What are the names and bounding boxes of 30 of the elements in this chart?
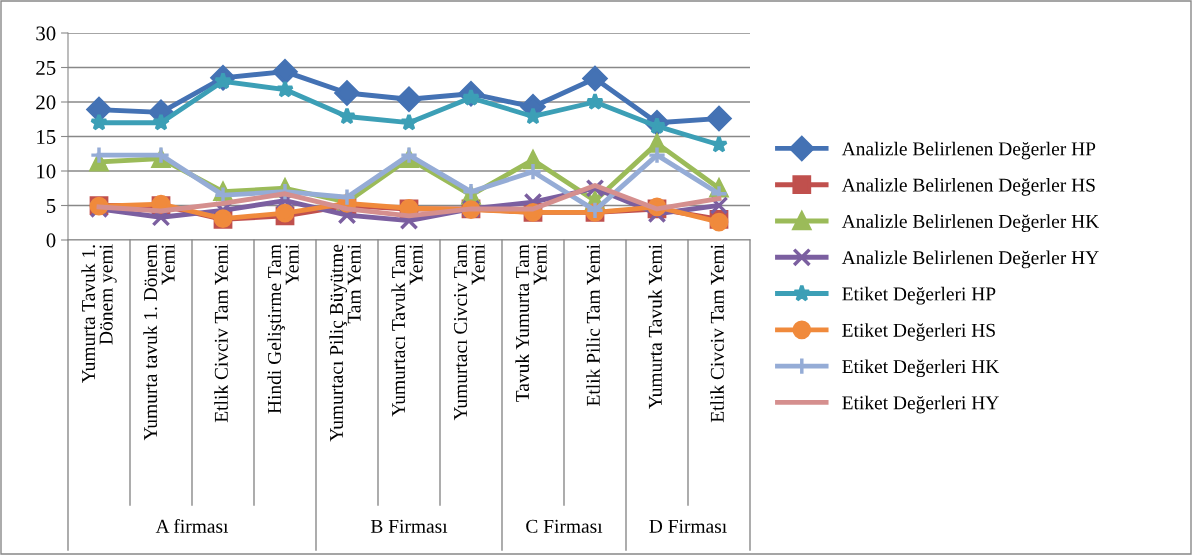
text: B Firması (370, 519, 448, 533)
y-tick-label: 30 (36, 26, 56, 41)
x-tick-label: Yumurtacı Piliç Büyütme Tam Yemi (329, 244, 361, 442)
legend-label: Analizle Belirlenen Değerler HP (841, 141, 1096, 160)
legend-label: Analizle Belirlenen Değerler HK (841, 214, 1099, 232)
y-tick-label: 25 (36, 60, 56, 75)
y-tick-label: 15 (37, 129, 56, 144)
legend-label: Analizle Belirlenen Değerler HY (841, 250, 1099, 269)
y-tick-label: 0 (46, 233, 56, 248)
text: A firması (155, 518, 229, 533)
x-tick-label: Yumurta Tavuk 1. Dönem yemi (81, 244, 117, 384)
x-tick-label: Yumurtacı Tavuk Tam Yemi (391, 244, 423, 417)
y-tick-label: 5 (46, 199, 56, 213)
x-tick-label: Etlik Pilic Tam Yemi (586, 244, 600, 406)
x-tick-label: Yumurtacı Civciv Tam Yemi (453, 244, 485, 421)
y-tick-label: 10 (37, 164, 56, 179)
text: D Firması (649, 519, 727, 533)
text: C Firması (526, 519, 603, 533)
legend-label: Analizle Belirlenen Değerler HS (841, 178, 1095, 196)
y-tick-label: 20 (36, 95, 56, 110)
legend-label: Etiket Değerleri HY (842, 395, 999, 414)
x-tick-label: Yumurta tavuk 1. Dönem Yemi (143, 244, 175, 441)
x-tick-label: Yumurta Tavuk Yemi (648, 244, 662, 409)
legend-label: Etiket Değerleri HK (842, 359, 1000, 378)
x-tick-label: Etlik Civciv Tam Yemi (214, 244, 228, 423)
x-tick-label: Tavuk Yumurta Tam Yemi (515, 244, 547, 402)
legend-label: Etiket Değerleri HS (842, 323, 995, 341)
legend-label: Etiket Değerleri HP (842, 286, 996, 305)
x-tick-label: Hindi Geliştirme Tam Yemi (267, 244, 299, 414)
x-tick-label: Etlik Civciv Tam Yemi (710, 244, 724, 423)
